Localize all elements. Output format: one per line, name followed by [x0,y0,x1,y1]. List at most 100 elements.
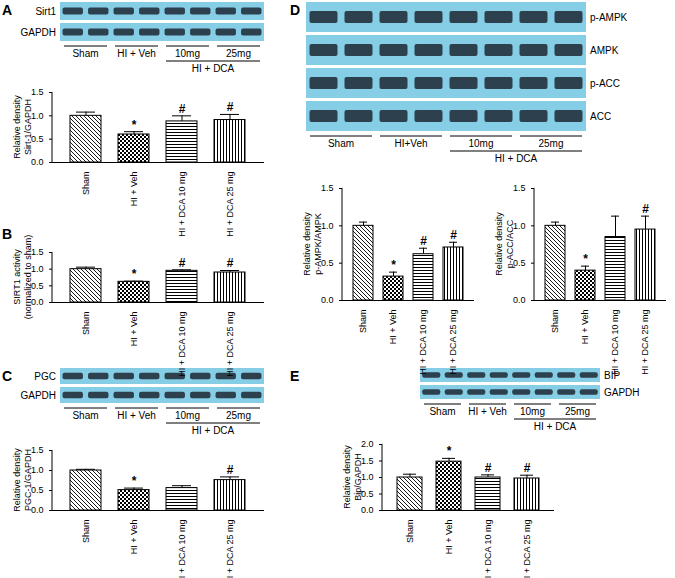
svg-text:Relative densityp-AMPK/AMPK: Relative densityp-AMPK/AMPK [302,212,323,276]
svg-text:HI + Veh: HI + Veh [388,310,398,345]
svg-text:0.0: 0.0 [361,505,374,515]
svg-text:25mg: 25mg [538,138,563,149]
svg-text:Sham: Sham [550,310,560,334]
svg-text:*: * [447,444,452,458]
svg-text:HI + DCA 10 mg: HI + DCA 10 mg [610,310,620,375]
svg-text:HI + DCA 10 mg: HI + DCA 10 mg [177,172,187,237]
svg-text:10mg: 10mg [175,48,200,59]
svg-text:10mg: 10mg [520,406,545,417]
svg-text:0.5: 0.5 [31,281,44,291]
svg-text:SIRT1 activity(normalized to s: SIRT1 activity(normalized to sham) [12,235,33,320]
svg-text:#: # [179,102,186,116]
svg-text:0.0: 0.0 [513,295,526,305]
svg-text:HI + DCA 25 mg: HI + DCA 25 mg [225,520,235,578]
svg-text:ACC: ACC [590,111,611,122]
svg-text:0.5: 0.5 [31,134,44,144]
svg-text:1.5: 1.5 [361,456,374,466]
svg-text:HI + DCA: HI + DCA [192,63,235,74]
svg-text:HI + DCA 10 mg: HI + DCA 10 mg [418,310,428,375]
svg-text:HI + Veh: HI + Veh [129,312,139,347]
svg-text:0.5: 0.5 [513,258,526,268]
svg-text:Sham: Sham [72,410,98,421]
svg-text:p-AMPK: p-AMPK [590,12,628,23]
svg-text:0.0: 0.0 [31,297,44,307]
svg-text:HI + DCA 25 mg: HI + DCA 25 mg [640,310,650,375]
svg-text:#: # [227,256,234,270]
svg-text:*: * [132,474,137,488]
svg-text:GAPDH: GAPDH [604,387,640,398]
svg-text:Sham: Sham [81,312,91,336]
svg-text:HI + Veh: HI + Veh [580,310,590,345]
svg-text:#: # [524,461,531,475]
svg-text:AMPK: AMPK [590,45,619,56]
svg-text:0.0: 0.0 [321,295,334,305]
svg-text:1.5: 1.5 [31,87,44,97]
svg-text:#: # [450,228,457,242]
svg-text:HI + DCA: HI + DCA [534,421,577,432]
svg-text:1.0: 1.0 [31,264,44,274]
svg-text:#: # [227,463,234,477]
svg-text:HI + Veh: HI + Veh [117,48,156,59]
svg-text:PGC: PGC [34,371,56,382]
svg-text:Relative densityBip/GAPDH: Relative densityBip/GAPDH [342,445,363,509]
svg-text:Relative densityPGC-1/GAPDH: Relative densityPGC-1/GAPDH [12,448,33,512]
svg-text:HI+Veh: HI+Veh [394,138,427,149]
svg-text:25mg: 25mg [226,410,251,421]
svg-text:Sham: Sham [328,138,354,149]
svg-text:1.0: 1.0 [361,472,374,482]
svg-text:Sham: Sham [81,520,91,544]
svg-text:#: # [227,100,234,114]
svg-text:2.0: 2.0 [361,439,374,449]
svg-text:HI + Veh: HI + Veh [117,410,156,421]
svg-text:HI + DCA 25 mg: HI + DCA 25 mg [225,172,235,237]
svg-text:10mg: 10mg [468,138,493,149]
svg-text:10mg: 10mg [175,410,200,421]
svg-text:Sirt1: Sirt1 [35,6,56,17]
svg-text:Relative densitySirt-1/GAPDH: Relative densitySirt-1/GAPDH [12,95,33,159]
svg-text:1.5: 1.5 [31,445,44,455]
svg-text:HI + DCA: HI + DCA [495,153,538,164]
svg-text:*: * [583,252,588,266]
svg-text:HI + DCA 10 mg: HI + DCA 10 mg [177,312,187,377]
svg-text:1.0: 1.0 [31,111,44,121]
svg-text:HI + DCA 10 mg: HI + DCA 10 mg [177,520,187,578]
svg-text:HI + Veh: HI + Veh [129,520,139,555]
svg-text:p-ACC: p-ACC [590,78,620,89]
svg-text:HI + Veh: HI + Veh [468,406,507,417]
svg-text:Sham: Sham [72,48,98,59]
svg-text:HI + DCA 25 mg: HI + DCA 25 mg [522,520,532,578]
svg-text:0.0: 0.0 [31,505,44,515]
svg-text:HI + Veh: HI + Veh [129,172,139,207]
svg-text:Sham: Sham [405,520,415,544]
svg-text:GAPDH: GAPDH [20,390,56,401]
svg-text:Relative densityp-ACC/ACC: Relative densityp-ACC/ACC [494,212,515,276]
svg-text:Sham: Sham [429,406,455,417]
svg-text:*: * [132,267,137,281]
svg-text:#: # [179,256,186,270]
svg-text:HI + DCA 25 mg: HI + DCA 25 mg [225,312,235,377]
svg-text:HI + DCA 10 mg: HI + DCA 10 mg [483,520,493,578]
svg-text:1.0: 1.0 [321,221,334,231]
svg-text:1.5: 1.5 [31,247,44,257]
svg-text:HI + DCA: HI + DCA [192,425,235,436]
svg-text:#: # [420,234,427,248]
svg-text:*: * [132,118,137,132]
svg-text:HI + DCA 25 mg: HI + DCA 25 mg [448,310,458,375]
svg-text:Sham: Sham [358,310,368,334]
svg-text:0.5: 0.5 [321,258,334,268]
svg-text:0.0: 0.0 [31,157,44,167]
svg-text:GAPDH: GAPDH [20,27,56,38]
svg-text:1.5: 1.5 [513,183,526,193]
svg-text:1.0: 1.0 [513,221,526,231]
svg-text:#: # [485,461,492,475]
svg-text:*: * [391,258,396,272]
svg-text:HI + Veh: HI + Veh [444,520,454,555]
svg-text:#: # [642,202,649,216]
svg-text:1.5: 1.5 [321,183,334,193]
svg-text:25mg: 25mg [565,406,590,417]
svg-text:0.5: 0.5 [361,489,374,499]
svg-text:25mg: 25mg [226,48,251,59]
svg-text:0.5: 0.5 [31,485,44,495]
svg-text:Sham: Sham [81,172,91,196]
svg-text:1.0: 1.0 [31,465,44,475]
